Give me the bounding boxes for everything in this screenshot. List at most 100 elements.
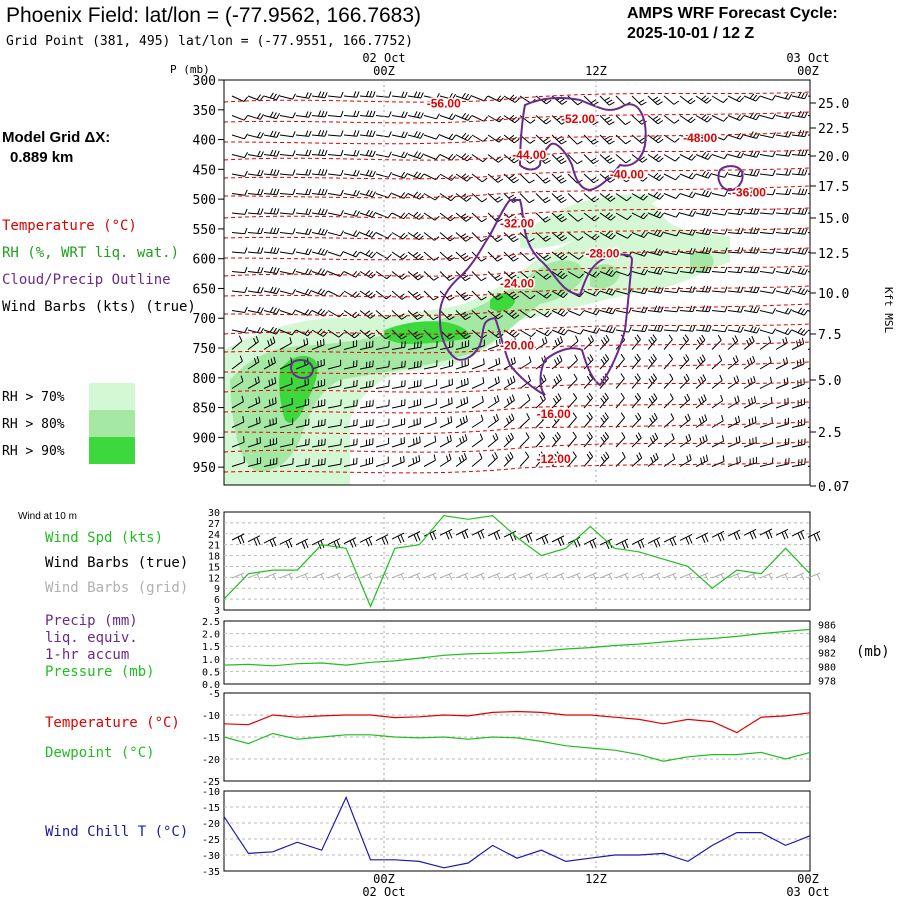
wind-barb <box>695 305 712 313</box>
true-wind-barb <box>503 530 517 542</box>
true-wind-barb <box>679 534 693 545</box>
wind-barb <box>599 95 615 106</box>
pressure-line <box>223 628 811 667</box>
wind-barb <box>759 396 773 409</box>
wind-barb <box>455 310 471 321</box>
grid-wind-barb <box>343 572 357 581</box>
wind-barb <box>695 374 707 389</box>
wind-barb <box>519 393 531 409</box>
wind-barb <box>695 334 706 350</box>
isotherm-line <box>224 131 810 145</box>
wind-barb <box>663 306 680 313</box>
wind-barb <box>263 437 278 448</box>
upper-air-legend: Temperature (°C) RH (%, WRT liq. wat.) C… <box>2 218 196 464</box>
wind-barb <box>535 336 548 350</box>
wind-barb <box>679 95 696 105</box>
cloud-outlines <box>290 96 744 396</box>
wind-barb <box>311 129 328 137</box>
wind-barb <box>455 173 472 182</box>
wind-barb <box>775 267 792 275</box>
wind-barb <box>327 310 344 318</box>
y-tick-label: 15 <box>208 562 220 573</box>
wind-barb <box>551 270 568 280</box>
wind-barb <box>791 207 808 215</box>
wind-barb <box>231 266 248 274</box>
wind-barb <box>551 327 569 336</box>
y-tick-label: -25 <box>202 777 220 788</box>
wind-barb <box>647 432 659 448</box>
wind-barb <box>375 171 392 178</box>
wind-barb <box>583 95 599 106</box>
wind-barb <box>695 266 712 274</box>
upper-air-panel: -56.00 -52.00 -48.00 -44.00 -40.00 -36.00 -32.… <box>170 63 895 495</box>
wind-barb <box>439 212 456 222</box>
wind-barb <box>759 328 777 335</box>
isotherm-line <box>224 303 810 317</box>
grid-wind-barb <box>615 572 629 581</box>
y-tick-label: 6 <box>214 595 220 606</box>
wind-barb <box>407 290 423 301</box>
wind-barb <box>359 399 374 409</box>
wind-barb <box>695 285 712 293</box>
wind-barb <box>647 267 664 275</box>
wind-barb <box>359 90 376 98</box>
wind-barb <box>727 189 744 197</box>
wind-barb <box>727 286 744 293</box>
isotherm-line <box>224 227 810 240</box>
wind-barb <box>695 151 713 160</box>
wind-barb <box>407 151 425 160</box>
wind-barb <box>279 337 292 350</box>
wind-barb <box>647 248 665 256</box>
true-wind-barb <box>487 529 501 541</box>
wind-barb <box>231 208 248 215</box>
wind-barb <box>455 193 472 202</box>
wind-barb <box>759 307 776 314</box>
true-wind-barb <box>423 529 437 541</box>
wind-barb <box>295 248 312 256</box>
wind-barb <box>263 356 276 370</box>
wind-barb <box>791 188 808 196</box>
grid-wind-barb <box>759 572 773 581</box>
y-tick-label: 18 <box>208 552 220 563</box>
isotherm-line <box>224 111 810 124</box>
true-wind-barb <box>551 535 565 547</box>
wind-barb <box>615 392 625 409</box>
height-tick-label: 20.0 <box>818 150 849 165</box>
height-tick-label: 22.5 <box>818 122 849 137</box>
wind-10m-title: Wind at 10 m <box>18 511 77 522</box>
wind-barb <box>343 110 360 118</box>
wind-barb <box>439 173 456 181</box>
pressure-tick-label: 550 <box>193 223 216 238</box>
wind-barb <box>247 376 260 389</box>
wind-barb <box>519 356 532 370</box>
wind-barb <box>391 380 406 389</box>
wind-barb <box>599 392 609 409</box>
wind-barb <box>247 457 262 467</box>
wind-barb <box>599 451 610 467</box>
isotherm-label: -52.00 <box>561 112 595 126</box>
wind-barb <box>759 189 776 196</box>
wind-barb <box>711 115 728 122</box>
wind-barb <box>487 395 500 409</box>
legend-rh70: RH > 70% <box>2 390 65 405</box>
wind-barb <box>503 251 519 262</box>
wind-barb <box>583 154 599 165</box>
wind-barb <box>743 266 760 274</box>
wind-barb <box>775 93 793 100</box>
wind-barb <box>567 232 584 241</box>
wind-barb <box>791 168 808 176</box>
y-tick-label: -35 <box>202 867 220 878</box>
wind-barb <box>599 231 616 240</box>
wind-barb <box>743 131 761 139</box>
true-wind-barb <box>743 528 757 540</box>
wind-barb <box>759 417 773 428</box>
wind-barb <box>487 452 498 467</box>
wind-barb <box>647 210 665 219</box>
wind-barb <box>247 436 261 448</box>
precip-pressure-panel: Precip (mm) liq. equiv. 1-hr accum Press… <box>45 613 890 691</box>
wind-barb <box>231 436 245 448</box>
isotherm-label: -56.00 <box>427 97 461 111</box>
pressure-unit-label: (mb) <box>856 644 890 660</box>
rh80-region <box>230 260 585 472</box>
wind-barb <box>455 329 471 340</box>
